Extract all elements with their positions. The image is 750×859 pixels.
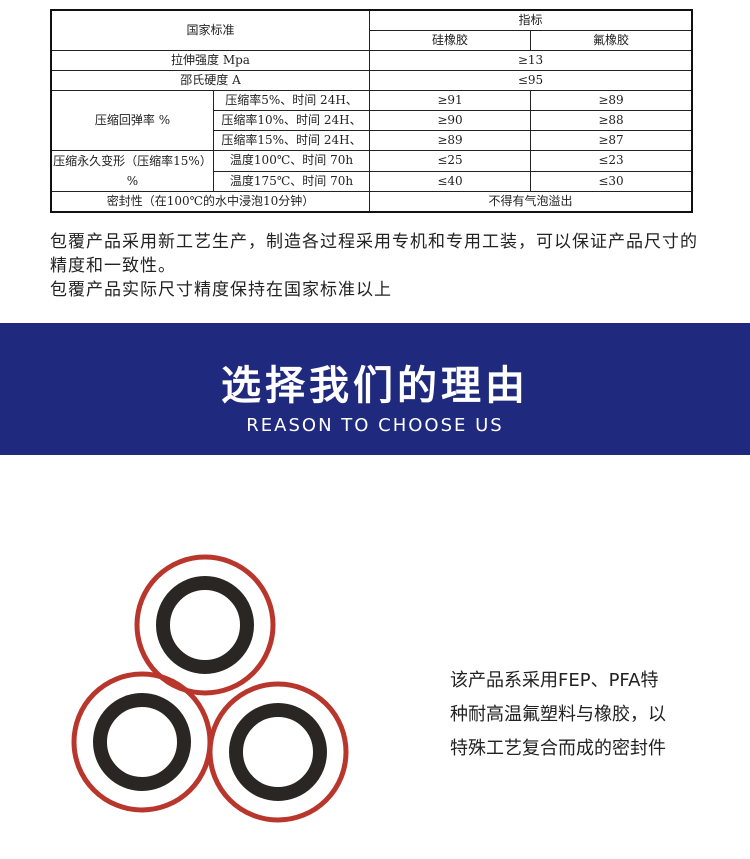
intro-line: 包覆产品实际尺寸精度保持在国家标准以上 xyxy=(50,280,392,300)
value-cell: ≥88 xyxy=(530,110,693,131)
value-cell: ≤30 xyxy=(530,170,693,192)
value-cell: ≥87 xyxy=(530,130,693,151)
set-label: 压缩永久变形（压缩率15%）% xyxy=(50,150,214,192)
cond-cell: 压缩率10%、时间 24H、 xyxy=(213,110,370,131)
intro-text: 包覆产品采用新工艺生产，制造各过程采用专机和专用工装，可以保证产品尺寸的精度和一… xyxy=(50,230,710,302)
description-line: 特殊工艺复合而成的密封件 xyxy=(450,738,666,759)
banner-subtitle: REASON TO CHOOSE US xyxy=(246,415,504,436)
resilience-label: 压缩回弹率 % xyxy=(50,90,214,151)
seal-rings-image xyxy=(71,554,349,823)
value-cell: ≥89 xyxy=(369,130,531,151)
reason-banner: 选择我们的理由 REASON TO CHOOSE US xyxy=(0,323,750,455)
value-cell: ≥90 xyxy=(369,110,531,131)
value-cell: ≤25 xyxy=(369,150,531,172)
value-cell: ≥89 xyxy=(530,90,693,111)
header-fluoro: 氟橡胶 xyxy=(530,30,693,51)
cond-cell: 温度100℃、时间 70h xyxy=(213,150,370,172)
value-cell: ≥91 xyxy=(369,90,531,111)
value-cell: ≤23 xyxy=(530,150,693,172)
description-line: 种耐高温氟塑料与橡胶，以 xyxy=(450,704,666,725)
sealing-label: 密封性（在100℃的水中浸泡10分钟） xyxy=(50,191,370,213)
banner-title: 选择我们的理由 xyxy=(221,363,529,409)
spec-table: 国家标准 指标 硅橡胶 氟橡胶 拉伸强度 Mpa ≥13 邵氏硬度 A ≤95 压缩回弹… xyxy=(50,9,693,213)
description-line: 该产品系采用FEP、PFA特 xyxy=(450,670,659,691)
product-description: 该产品系采用FEP、PFA特 种耐高温氟塑料与橡胶，以 特殊工艺复合而成的密封件 xyxy=(450,664,720,766)
header-indicator: 指标 xyxy=(369,9,693,31)
header-silicone: 硅橡胶 xyxy=(369,30,531,51)
tensile-label: 拉伸强度 Mpa xyxy=(50,50,370,71)
header-standard: 国家标准 xyxy=(50,9,370,51)
intro-line: 包覆产品采用新工艺生产，制造各过程采用专机和专用工装，可以保证产品尺寸的精度和一… xyxy=(50,232,698,276)
cond-cell: 温度175℃、时间 70h xyxy=(213,170,370,192)
hardness-label: 邵氏硬度 A xyxy=(50,70,370,91)
sealing-value: 不得有气泡溢出 xyxy=(369,191,693,213)
cond-cell: 压缩率15%、时间 24H、 xyxy=(213,130,370,151)
value-cell: ≤40 xyxy=(369,170,531,192)
cond-cell: 压缩率5%、时间 24H、 xyxy=(213,90,370,111)
hardness-value: ≤95 xyxy=(369,70,693,91)
tensile-value: ≥13 xyxy=(369,50,693,71)
